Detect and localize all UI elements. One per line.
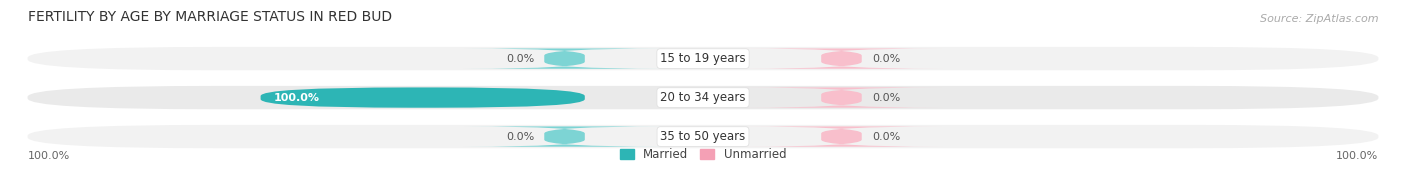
Text: 0.0%: 0.0% xyxy=(506,54,534,64)
FancyBboxPatch shape xyxy=(740,87,943,108)
Text: 100.0%: 100.0% xyxy=(28,151,70,161)
Text: 35 to 50 years: 35 to 50 years xyxy=(661,130,745,143)
Text: Source: ZipAtlas.com: Source: ZipAtlas.com xyxy=(1260,14,1378,24)
Text: 0.0%: 0.0% xyxy=(872,132,900,142)
Text: 0.0%: 0.0% xyxy=(506,132,534,142)
Text: 100.0%: 100.0% xyxy=(1336,151,1378,161)
FancyBboxPatch shape xyxy=(28,47,1378,70)
FancyBboxPatch shape xyxy=(260,87,585,108)
Text: 0.0%: 0.0% xyxy=(872,93,900,103)
FancyBboxPatch shape xyxy=(463,126,666,147)
Text: 15 to 19 years: 15 to 19 years xyxy=(661,52,745,65)
Text: FERTILITY BY AGE BY MARRIAGE STATUS IN RED BUD: FERTILITY BY AGE BY MARRIAGE STATUS IN R… xyxy=(28,10,392,24)
Text: 0.0%: 0.0% xyxy=(872,54,900,64)
FancyBboxPatch shape xyxy=(740,48,943,69)
Text: 20 to 34 years: 20 to 34 years xyxy=(661,91,745,104)
FancyBboxPatch shape xyxy=(28,86,1378,109)
FancyBboxPatch shape xyxy=(28,125,1378,148)
Legend: Married, Unmarried: Married, Unmarried xyxy=(614,143,792,166)
FancyBboxPatch shape xyxy=(740,126,943,147)
Text: 100.0%: 100.0% xyxy=(274,93,321,103)
FancyBboxPatch shape xyxy=(463,48,666,69)
